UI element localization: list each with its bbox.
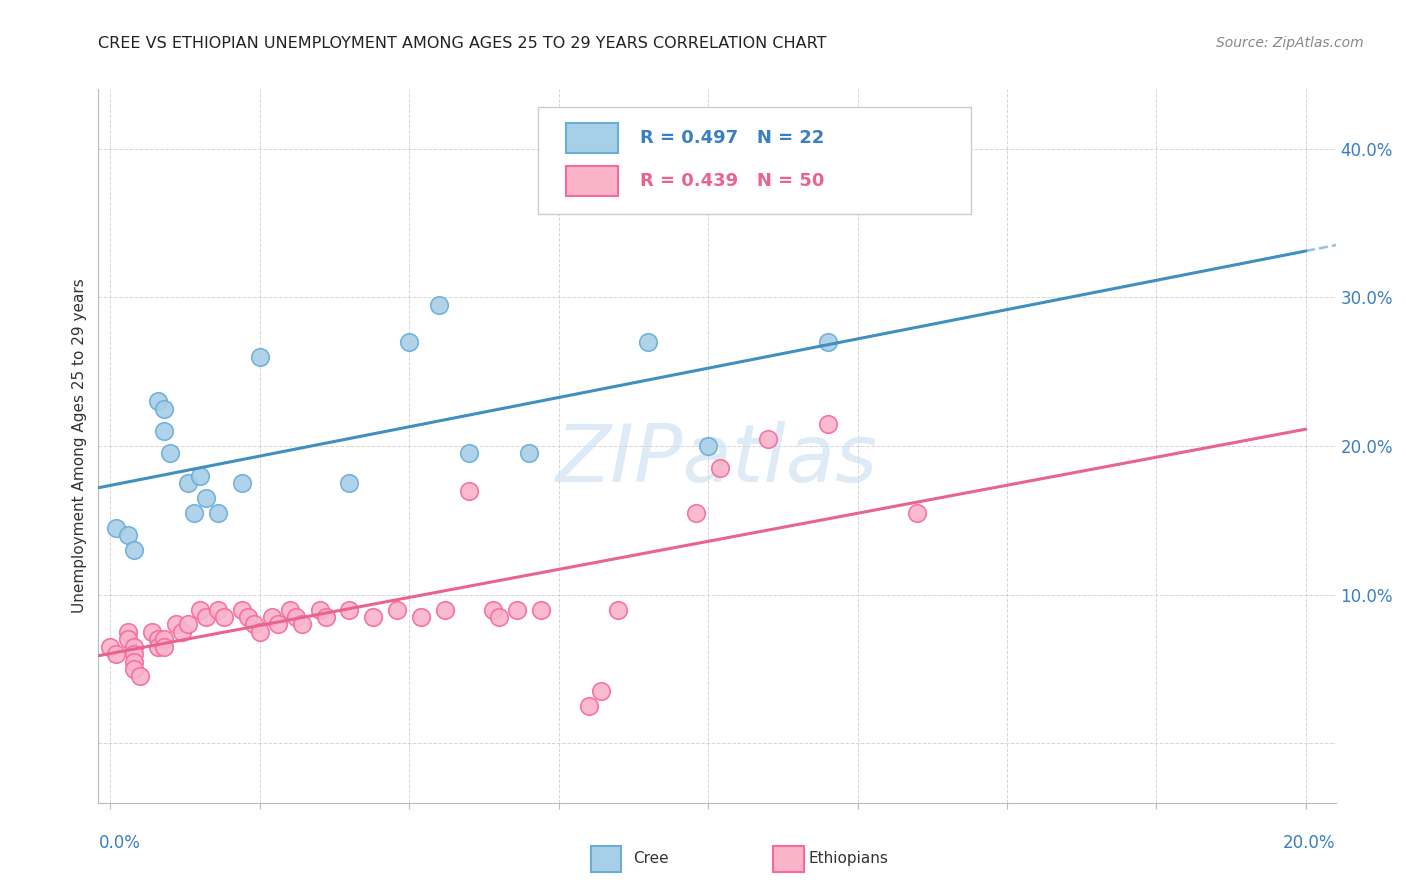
Point: [249, 350, 271, 364]
Point: [195, 610, 218, 624]
Point: [231, 476, 253, 491]
Text: ZIPatlas: ZIPatlas: [555, 421, 879, 500]
Point: [482, 602, 505, 616]
Point: [148, 640, 170, 654]
Point: [117, 528, 139, 542]
Point: [231, 602, 253, 616]
Text: R = 0.497   N = 22: R = 0.497 N = 22: [640, 128, 825, 146]
Point: [159, 446, 181, 460]
Point: [817, 417, 839, 431]
Y-axis label: Unemployment Among Ages 25 to 29 years: Unemployment Among Ages 25 to 29 years: [72, 278, 87, 614]
Point: [530, 602, 553, 616]
Point: [177, 476, 200, 491]
Point: [207, 506, 229, 520]
Point: [188, 602, 211, 616]
Point: [117, 624, 139, 639]
Point: [243, 617, 266, 632]
Point: [153, 424, 176, 438]
Text: R = 0.439   N = 50: R = 0.439 N = 50: [640, 171, 825, 189]
Point: [488, 610, 510, 624]
Point: [195, 491, 218, 505]
Point: [129, 669, 152, 683]
Point: [124, 543, 146, 558]
Point: [387, 602, 409, 616]
Point: [517, 446, 540, 460]
Point: [363, 610, 385, 624]
Point: [685, 506, 707, 520]
Point: [207, 602, 229, 616]
Point: [153, 632, 176, 647]
Point: [339, 602, 361, 616]
Point: [589, 684, 612, 698]
FancyBboxPatch shape: [567, 123, 619, 153]
Point: [291, 617, 314, 632]
Point: [124, 647, 146, 661]
Point: [249, 624, 271, 639]
Point: [284, 610, 307, 624]
Point: [172, 624, 194, 639]
Point: [124, 655, 146, 669]
Point: [506, 602, 529, 616]
FancyBboxPatch shape: [537, 107, 970, 214]
Point: [148, 632, 170, 647]
Point: [607, 602, 630, 616]
Point: [905, 506, 928, 520]
Point: [165, 617, 187, 632]
Point: [817, 334, 839, 349]
Text: Source: ZipAtlas.com: Source: ZipAtlas.com: [1216, 36, 1364, 50]
Point: [105, 647, 128, 661]
Point: [278, 602, 301, 616]
Point: [458, 483, 481, 498]
Point: [188, 468, 211, 483]
Point: [141, 624, 163, 639]
Point: [578, 699, 600, 714]
Point: [124, 662, 146, 676]
Text: Cree: Cree: [633, 852, 668, 866]
Point: [411, 610, 433, 624]
Point: [756, 432, 779, 446]
Point: [148, 394, 170, 409]
Point: [212, 610, 235, 624]
Point: [637, 334, 659, 349]
Point: [458, 446, 481, 460]
Point: [124, 640, 146, 654]
Point: [105, 521, 128, 535]
Point: [153, 640, 176, 654]
FancyBboxPatch shape: [567, 166, 619, 195]
Text: Ethiopians: Ethiopians: [808, 852, 889, 866]
Point: [153, 401, 176, 416]
Point: [117, 632, 139, 647]
Point: [697, 439, 720, 453]
Point: [398, 334, 420, 349]
Point: [236, 610, 259, 624]
Point: [183, 506, 205, 520]
Point: [100, 640, 122, 654]
Point: [177, 617, 200, 632]
Text: 0.0%: 0.0%: [98, 834, 141, 852]
Point: [308, 602, 330, 616]
Point: [260, 610, 283, 624]
Point: [339, 476, 361, 491]
Point: [434, 602, 457, 616]
Point: [709, 461, 731, 475]
Point: [315, 610, 337, 624]
Text: CREE VS ETHIOPIAN UNEMPLOYMENT AMONG AGES 25 TO 29 YEARS CORRELATION CHART: CREE VS ETHIOPIAN UNEMPLOYMENT AMONG AGE…: [98, 36, 827, 51]
Point: [427, 298, 450, 312]
Text: 20.0%: 20.0%: [1284, 834, 1336, 852]
Point: [267, 617, 290, 632]
